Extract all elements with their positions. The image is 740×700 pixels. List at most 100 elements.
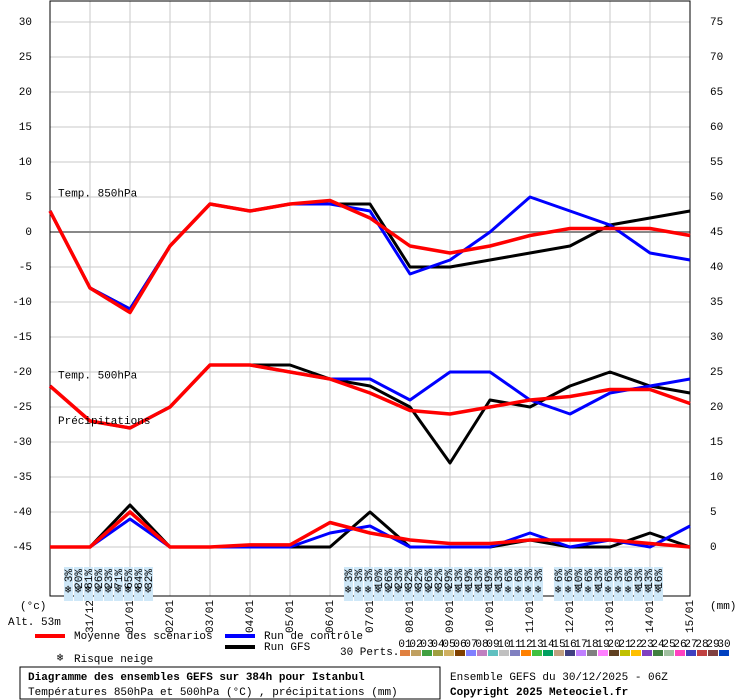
snow-risk-label: 19% [484, 569, 496, 589]
snow-flake: ❄ [515, 585, 522, 597]
snow-flake: ❄ [625, 585, 632, 597]
snow-flake: ❄ [555, 585, 562, 597]
snow-box [584, 567, 593, 601]
y2-tick-label: 60 [710, 122, 723, 134]
pert-swatch [609, 650, 619, 656]
series-line [48, 363, 691, 430]
snow-box [654, 567, 663, 601]
y2-tick-label: 15 [710, 437, 723, 449]
snow-risk-label: 13% [644, 569, 656, 589]
snow-flake: ❄ [145, 585, 152, 597]
y2-tick-label: 10 [710, 472, 723, 484]
pert-swatch [620, 650, 630, 656]
pert-label: 24 [651, 639, 665, 651]
pert-swatch [565, 650, 575, 656]
snow-risk-label: 23% [104, 569, 116, 589]
snow-risk-label: 10% [374, 569, 386, 589]
y2-tick-label: 65 [710, 87, 723, 99]
snow-risk-label: 65% [124, 569, 136, 589]
pert-swatch [697, 650, 707, 656]
y-tick-label: 25 [19, 52, 32, 64]
snow-flake: ❄ [565, 585, 572, 597]
snow-flake: ❄ [415, 585, 422, 597]
pert-label: 12 [519, 639, 532, 651]
y-tick-label: 0 [25, 227, 32, 239]
snow-risk-label: 13% [454, 569, 466, 589]
snow-box [464, 567, 473, 601]
snow-flake: ❄ [605, 585, 612, 597]
x-tick-label: 08/01 [405, 600, 417, 633]
snow-flake: ❄ [135, 585, 142, 597]
pert-label: 27 [684, 639, 697, 651]
run-info: Ensemble GEFS du 30/12/2025 - 06Z [450, 672, 668, 684]
snow-box [364, 567, 373, 601]
footer-subtitle: Températures 850hPa et 500hPa (°C) , pré… [28, 687, 398, 699]
y-tick-label: -25 [12, 402, 32, 414]
x-tick-label: 14/01 [645, 600, 657, 633]
snow-risk-label: 3% [354, 569, 366, 583]
snow-box [494, 567, 503, 601]
snow-risk-label: 32% [144, 569, 156, 589]
pert-swatch [466, 650, 476, 656]
snow-box [404, 567, 413, 601]
pert-label: 23 [640, 639, 653, 651]
snow-box [604, 567, 613, 601]
y2-tick-label: 55 [710, 157, 723, 169]
pert-swatch [477, 650, 487, 656]
pert-swatch [411, 650, 421, 656]
x-tick-label: 13/01 [605, 600, 617, 633]
legend-label: Moyenne des scénarios [74, 631, 213, 643]
y-tick-label: -45 [12, 542, 32, 554]
pert-label: 07 [464, 639, 477, 651]
snow-flake: ❄ [595, 585, 602, 597]
pert-label: 03 [420, 639, 433, 651]
snow-box [344, 567, 353, 601]
snow-risk-label: 32% [434, 569, 446, 589]
snow-risk-label: 84% [134, 569, 146, 589]
snow-box [454, 567, 463, 601]
snow-risk-label: 32% [414, 569, 426, 589]
snow-flake: ❄ [355, 585, 362, 597]
y-tick-label: -35 [12, 472, 32, 484]
x-tick-label: 06/01 [325, 600, 337, 633]
snow-box [444, 567, 453, 601]
pert-swatch [499, 650, 509, 656]
legend-label: Run GFS [264, 642, 311, 654]
pert-swatch [543, 650, 553, 656]
y2-tick-label: 50 [710, 192, 723, 204]
pert-label: 09 [486, 639, 499, 651]
group-label: Temp. 850hPa [58, 188, 138, 200]
snow-flake: ❄ [525, 585, 532, 597]
pert-label: 14 [541, 639, 555, 651]
group-label: Temp. 500hPa [58, 370, 138, 382]
snow-box [424, 567, 433, 601]
pert-swatch [521, 650, 531, 656]
snow-risk-label: 6% [584, 569, 596, 583]
snow-risk-label: 3% [614, 569, 626, 583]
snow-risk-label: 26% [94, 569, 106, 589]
x-tick-label: 12/01 [565, 600, 577, 633]
x-tick-label: 15/01 [685, 600, 697, 633]
snow-flake: ❄ [115, 585, 122, 597]
series-line [50, 503, 691, 549]
snow-risk-label: 13% [634, 569, 646, 589]
legend-label: Run de contrôle [264, 631, 363, 643]
snow-risk-label: 19% [464, 569, 476, 589]
snow-flake: ❄ [575, 585, 582, 597]
snow-risk-label: 13% [494, 569, 506, 589]
snow-flake: ❄ [505, 585, 512, 597]
pert-swatch [576, 650, 586, 656]
y-tick-label: -10 [12, 297, 32, 309]
snow-risk-label: 6% [624, 569, 636, 583]
y2-tick-label: 70 [710, 52, 723, 64]
pert-swatch [532, 650, 542, 656]
snow-flake: ❄ [95, 585, 102, 597]
snow-box [594, 567, 603, 601]
pert-label: 13 [530, 639, 543, 651]
snow-flake: ❄ [475, 585, 482, 597]
pert-swatch [642, 650, 652, 656]
snow-box [474, 567, 483, 601]
snow-risk-label: 13% [594, 569, 606, 589]
pert-swatch [675, 650, 685, 656]
x-tick-label: 10/01 [485, 600, 497, 633]
